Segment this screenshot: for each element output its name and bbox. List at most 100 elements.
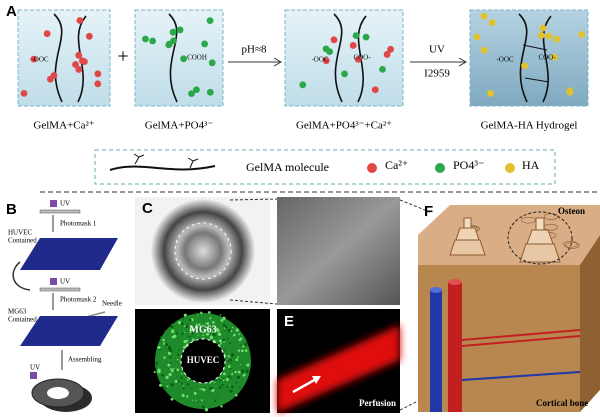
arrow <box>12 261 31 291</box>
speckle <box>235 381 238 384</box>
speckle <box>204 408 209 412</box>
speckle <box>218 339 222 343</box>
speckle <box>182 385 185 387</box>
speckle <box>161 373 164 377</box>
ion <box>76 17 84 24</box>
speckle <box>174 379 178 383</box>
speckle <box>212 332 216 337</box>
ion <box>551 53 558 61</box>
speckle <box>179 360 181 362</box>
ion <box>165 41 173 49</box>
dashed-circle <box>174 222 232 280</box>
speckle <box>219 314 222 316</box>
ion <box>545 32 553 40</box>
osteon-layer <box>526 229 554 245</box>
speckle <box>183 339 187 344</box>
speckle <box>176 376 178 378</box>
speckle <box>189 339 191 341</box>
speckle <box>207 311 211 314</box>
ion <box>473 33 481 41</box>
speckle <box>213 381 216 384</box>
speckle <box>231 385 234 389</box>
vessel-end <box>430 287 442 293</box>
speckle <box>244 349 248 352</box>
ion <box>537 32 545 39</box>
osteon-layer <box>455 227 480 241</box>
speckle <box>242 374 245 377</box>
speckle <box>206 322 210 326</box>
speckle <box>170 325 174 329</box>
osteon-core <box>535 217 545 231</box>
vessel <box>448 282 462 412</box>
speckle <box>218 386 222 389</box>
speckle <box>170 383 174 387</box>
speckle <box>228 384 230 386</box>
speckle <box>170 397 174 401</box>
ion <box>322 45 330 53</box>
speckles <box>153 311 250 412</box>
speckle <box>227 365 231 368</box>
legend-label: GelMA molecule <box>246 160 329 174</box>
speckle <box>176 332 179 335</box>
speckle <box>199 388 201 390</box>
legend-label: HA <box>522 158 540 172</box>
ion <box>43 30 51 38</box>
zoom-line <box>399 199 431 213</box>
arrow-label: pH≈8 <box>242 44 267 56</box>
zoom-line <box>229 198 278 201</box>
speckle <box>153 371 156 374</box>
step-label: Photomask 2 <box>60 296 97 304</box>
ion <box>553 35 561 43</box>
speckle <box>157 369 161 374</box>
ion <box>480 46 488 54</box>
ion <box>566 88 574 96</box>
speckle <box>222 379 225 382</box>
photomask <box>39 287 81 292</box>
speckle <box>168 372 172 377</box>
plate <box>20 316 118 346</box>
step-label: HUVEC <box>8 229 32 237</box>
speckle <box>189 318 192 321</box>
speckle <box>190 331 194 335</box>
speckle <box>227 360 230 363</box>
speckle <box>218 379 221 381</box>
arrow-label: UV <box>429 44 445 56</box>
step-label: Contained <box>8 316 37 324</box>
micrograph <box>277 197 400 305</box>
ion <box>354 55 362 63</box>
speckle <box>234 393 238 397</box>
annotation: Osteon <box>558 206 585 216</box>
speckle <box>188 323 190 325</box>
speckle <box>167 351 172 355</box>
ion <box>193 86 200 94</box>
speckle <box>169 382 171 384</box>
panel-label: C <box>142 200 153 217</box>
molecule <box>333 13 343 103</box>
speckle <box>170 369 174 373</box>
uv-lamp <box>50 278 57 285</box>
speckle <box>159 383 163 387</box>
speckle <box>196 323 198 325</box>
panel-label: E <box>284 313 294 330</box>
box-caption: GelMA+Ca²⁺ <box>33 120 94 132</box>
ion <box>170 37 177 45</box>
speckle <box>230 362 232 364</box>
speckle <box>188 335 190 338</box>
ion <box>201 40 209 48</box>
step-label: UV <box>60 200 70 208</box>
panel-label: A <box>6 3 17 20</box>
speckle <box>201 405 205 409</box>
ion <box>30 55 38 63</box>
group-label: -OOC <box>496 56 513 64</box>
speckle <box>247 368 249 370</box>
speckle <box>157 345 161 349</box>
ion <box>488 19 496 26</box>
legend-dot <box>435 163 445 173</box>
speckle <box>209 317 212 320</box>
speckle <box>181 377 183 379</box>
speckle <box>155 361 159 365</box>
ion <box>352 32 360 39</box>
speckle <box>226 385 229 388</box>
speckle <box>204 322 206 324</box>
image-label: HUVEC <box>187 355 220 365</box>
